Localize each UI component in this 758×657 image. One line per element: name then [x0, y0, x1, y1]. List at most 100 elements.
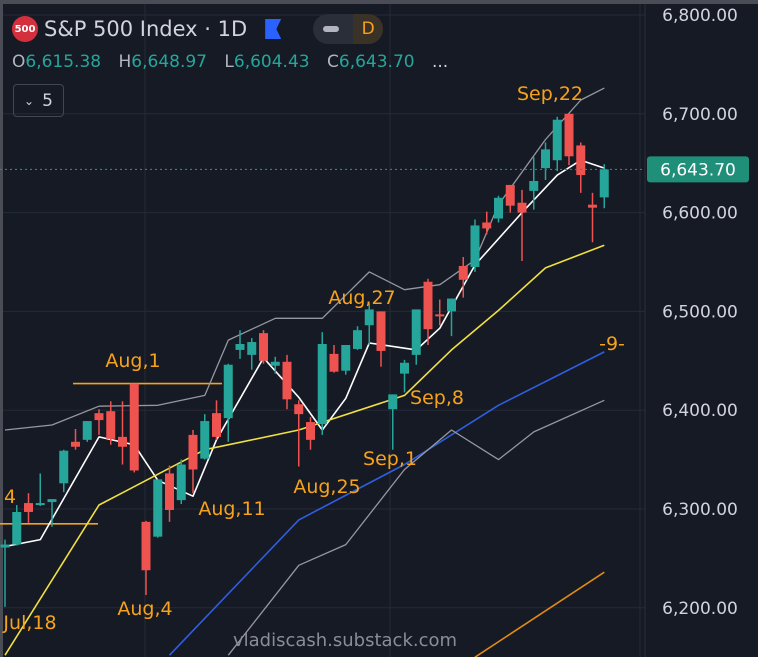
annotation-label[interactable]: Sep,22	[517, 83, 583, 105]
high-label: H	[118, 52, 132, 72]
symbol-title[interactable]: S&P 500 Index · 1D	[44, 17, 248, 41]
candle-body[interactable]	[247, 342, 257, 355]
candle-body[interactable]	[259, 333, 268, 361]
candle-body[interactable]	[188, 434, 198, 470]
candle-body[interactable]	[482, 222, 492, 229]
last-price-tag	[647, 156, 749, 183]
candle-body[interactable]	[294, 404, 304, 415]
candle-body[interactable]	[576, 145, 586, 176]
annotation-label[interactable]: Aug,4	[117, 598, 172, 620]
candle-body[interactable]	[329, 353, 339, 372]
candle-body[interactable]	[423, 281, 433, 330]
y-tick-label: 6,200.00	[662, 599, 738, 619]
annotation-label[interactable]: Sep,8	[410, 387, 464, 409]
candle-body[interactable]	[153, 479, 163, 537]
y-tick-label: 6,400.00	[662, 401, 738, 421]
moving-average-line-band	[4, 87, 605, 431]
candle-body[interactable]	[24, 503, 33, 512]
candle-body[interactable]	[59, 450, 69, 484]
low-label: L	[224, 52, 234, 72]
more-button[interactable]: ...	[431, 52, 449, 72]
candle-body[interactable]	[212, 413, 221, 437]
candle-body[interactable]	[470, 225, 480, 267]
y-tick-label: 6,500.00	[662, 302, 738, 322]
candle-body[interactable]	[388, 394, 398, 410]
open-label: O	[12, 52, 26, 72]
candle-body[interactable]	[176, 464, 186, 501]
candle-body[interactable]	[552, 119, 562, 161]
interval-badge: D	[353, 14, 384, 44]
candle-body[interactable]	[458, 265, 468, 280]
symbol-logo: 500	[12, 16, 38, 42]
candle-body[interactable]	[223, 364, 233, 419]
annotation-label[interactable]: Aug,25	[293, 476, 360, 498]
candle-body[interactable]	[0, 544, 10, 548]
candle-body[interactable]	[270, 361, 280, 366]
candle-body[interactable]	[505, 184, 515, 206]
last-price-label: 6,643.70	[660, 160, 736, 180]
candle-body[interactable]	[564, 113, 574, 157]
candle-body[interactable]	[341, 344, 351, 371]
watermark: vladiscash.substack.com	[233, 630, 457, 651]
window-top-border	[0, 0, 758, 4]
candle-body[interactable]	[82, 421, 92, 440]
candle-body[interactable]	[94, 413, 104, 421]
high-value: 6,648.97	[131, 52, 207, 72]
candle-body[interactable]	[353, 330, 362, 349]
candle-body[interactable]	[165, 473, 174, 510]
candle-body[interactable]	[411, 309, 421, 355]
candle-body[interactable]	[400, 362, 409, 374]
flag-icon[interactable]	[265, 19, 282, 39]
candle-body[interactable]	[517, 202, 527, 213]
y-tick-label: 6,700.00	[662, 105, 738, 125]
candle-body[interactable]	[588, 204, 597, 208]
annotation-label[interactable]: 4	[4, 486, 16, 508]
candle-body[interactable]	[435, 314, 445, 317]
candle-body[interactable]	[200, 421, 210, 459]
minus-icon	[323, 26, 340, 32]
candle-body[interactable]	[447, 298, 456, 312]
annotation-label[interactable]: Jul,18	[2, 612, 56, 634]
candle-body[interactable]	[317, 344, 327, 425]
candle-body[interactable]	[106, 411, 116, 439]
close-label: C	[327, 52, 339, 72]
symbol-header: 500 S&P 500 Index · 1D D	[12, 14, 384, 44]
candle-body[interactable]	[235, 344, 245, 350]
candle-body[interactable]	[71, 441, 80, 447]
indicators-count: 5	[42, 90, 53, 111]
candle-body[interactable]	[599, 169, 609, 198]
moving-average-line-ma_orange	[474, 571, 605, 657]
candle-body[interactable]	[12, 511, 22, 545]
moving-average-line-ma_yellow	[4, 244, 605, 656]
open-value: 6,615.38	[25, 52, 102, 72]
y-tick-label: 6,800.00	[662, 6, 738, 26]
candle-body[interactable]	[376, 311, 386, 351]
annotation-label[interactable]: Aug,27	[328, 287, 395, 309]
market-status-pill[interactable]: D	[313, 14, 384, 44]
candle-body[interactable]	[282, 361, 292, 400]
ohlc-legend: O6,615.38 H6,648.97 L6,604.43 C6,643.70 …	[12, 52, 448, 72]
annotation-label[interactable]: -9-	[599, 333, 625, 355]
annotation-label[interactable]: Sep,1	[363, 448, 417, 470]
candle-body[interactable]	[118, 436, 127, 447]
candle-body[interactable]	[141, 521, 151, 571]
indicators-toggle-button[interactable]: ⌄ 5	[13, 84, 64, 117]
moving-average-line-ma_blue	[168, 351, 605, 656]
annotation-label[interactable]: Aug,11	[198, 498, 265, 520]
candle-body[interactable]	[35, 503, 45, 506]
window-left-border	[0, 0, 3, 657]
y-tick-label: 6,600.00	[662, 204, 738, 224]
chevron-down-icon: ⌄	[24, 93, 35, 108]
candle-body[interactable]	[494, 197, 503, 219]
candle-body[interactable]	[529, 180, 539, 191]
candle-body[interactable]	[541, 149, 550, 169]
candle-body[interactable]	[364, 309, 374, 326]
moving-average-line-band	[227, 399, 605, 656]
candle-body[interactable]	[306, 422, 315, 440]
candle-body[interactable]	[129, 383, 139, 471]
annotation-label[interactable]: Aug,1	[105, 350, 160, 372]
low-value: 6,604.43	[233, 52, 310, 72]
candle-body[interactable]	[47, 499, 57, 503]
